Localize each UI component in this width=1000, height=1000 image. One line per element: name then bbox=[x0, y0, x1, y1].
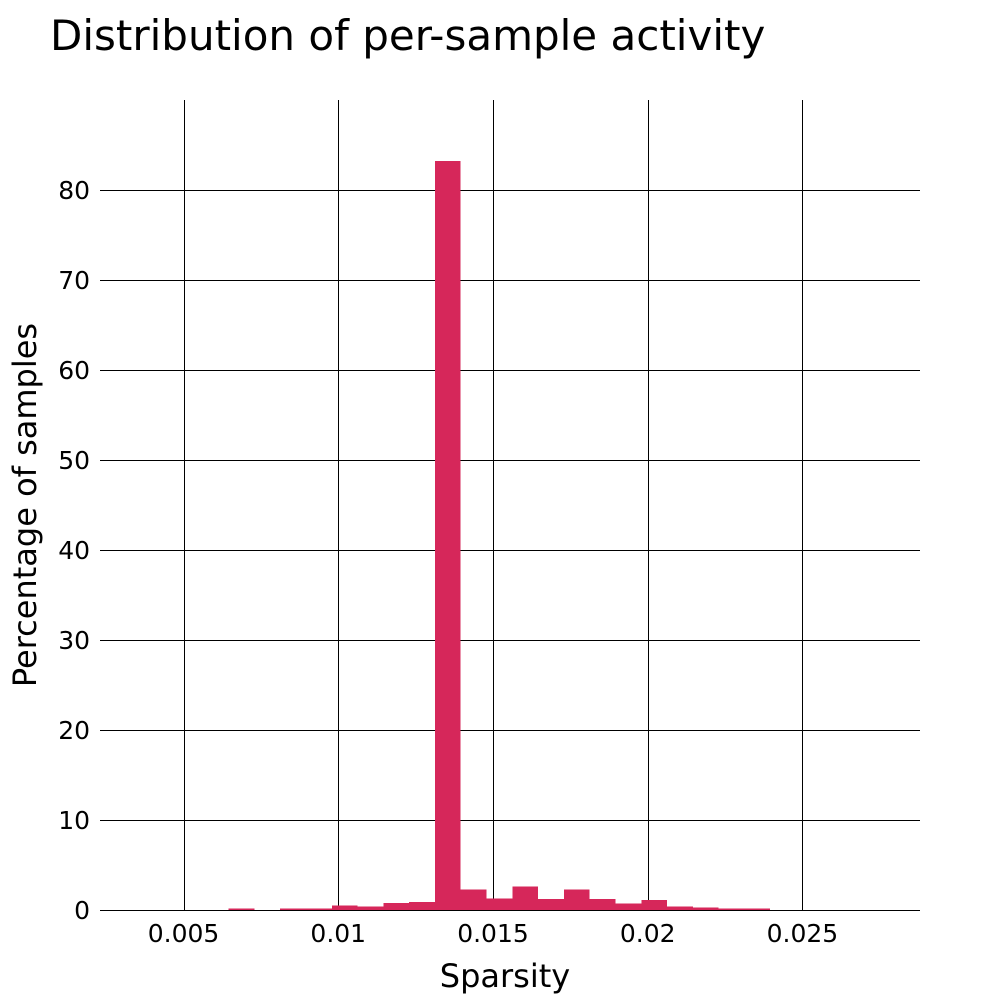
y-tick-label: 50 bbox=[58, 446, 90, 475]
histogram-bar bbox=[589, 899, 616, 910]
histogram-bar bbox=[667, 906, 693, 910]
histogram-bar bbox=[280, 908, 307, 910]
histogram-bar bbox=[718, 908, 745, 910]
histogram-bar bbox=[692, 907, 719, 910]
y-tick-label: 10 bbox=[58, 806, 90, 835]
histogram-bars bbox=[228, 161, 771, 910]
histogram-bar bbox=[460, 889, 487, 910]
histogram-bar bbox=[228, 908, 255, 910]
histogram-bar bbox=[538, 899, 564, 910]
y-tick-label: 30 bbox=[58, 626, 90, 655]
y-tick-label: 20 bbox=[58, 716, 90, 745]
y-tick-label: 80 bbox=[58, 176, 90, 205]
histogram-bar bbox=[563, 889, 590, 910]
y-tick-labels: 0 10 20 30 40 50 60 70 80 bbox=[58, 176, 90, 925]
histogram-bar bbox=[512, 886, 539, 910]
y-tick-label: 0 bbox=[74, 896, 90, 925]
histogram-bar bbox=[641, 900, 668, 910]
x-axis-label: Sparsity bbox=[440, 957, 570, 995]
histogram-bar bbox=[331, 905, 358, 910]
histogram-bar bbox=[744, 908, 771, 910]
x-tick-label: 0.005 bbox=[148, 919, 220, 948]
histogram-bar bbox=[306, 908, 332, 910]
chart-title: Distribution of per-sample activity bbox=[50, 11, 765, 60]
grid-lines bbox=[100, 100, 920, 910]
histogram-bar bbox=[409, 901, 435, 910]
x-tick-label: 0.015 bbox=[457, 919, 529, 948]
x-tick-label: 0.02 bbox=[620, 919, 676, 948]
x-tick-label: 0.01 bbox=[310, 919, 366, 948]
x-tick-labels: 0.005 0.01 0.015 0.02 0.025 bbox=[148, 919, 838, 948]
histogram-bar bbox=[383, 902, 410, 910]
x-tick-label: 0.025 bbox=[767, 919, 839, 948]
y-axis-label: Percentage of samples bbox=[6, 323, 44, 687]
histogram-bar bbox=[486, 898, 513, 910]
histogram-bar bbox=[357, 906, 384, 910]
y-tick-label: 60 bbox=[58, 356, 90, 385]
y-tick-label: 40 bbox=[58, 536, 90, 565]
histogram-bar bbox=[434, 161, 461, 910]
histogram-bar bbox=[615, 903, 642, 910]
y-tick-label: 70 bbox=[58, 266, 90, 295]
